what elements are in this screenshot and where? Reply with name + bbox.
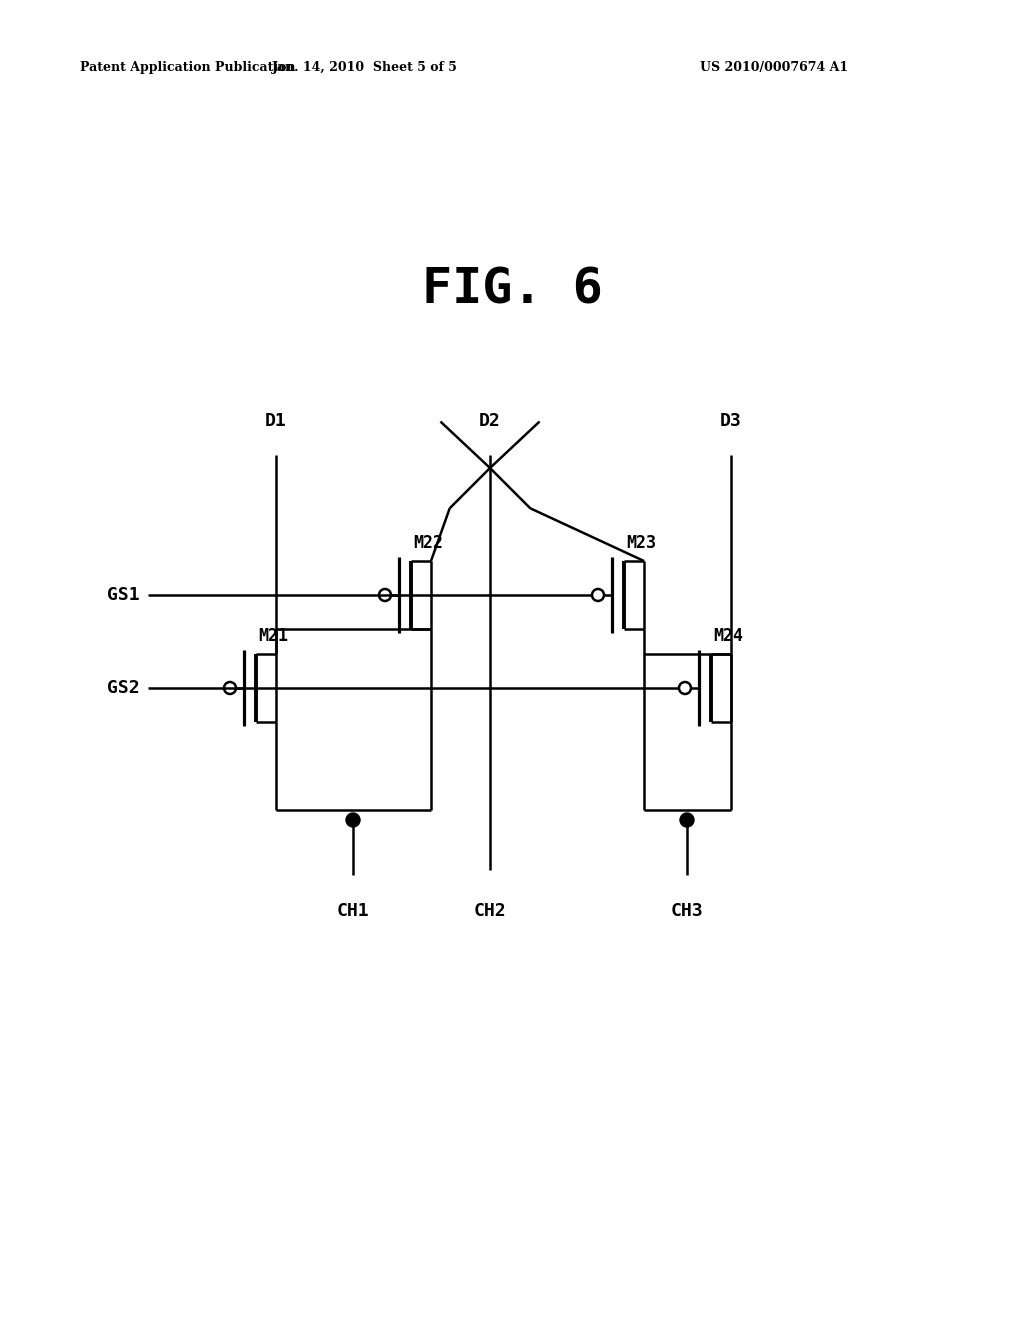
Text: D1: D1 bbox=[265, 412, 287, 430]
Text: Jan. 14, 2010  Sheet 5 of 5: Jan. 14, 2010 Sheet 5 of 5 bbox=[272, 62, 458, 74]
Text: US 2010/0007674 A1: US 2010/0007674 A1 bbox=[700, 62, 848, 74]
Text: CH1: CH1 bbox=[337, 902, 370, 920]
Text: D2: D2 bbox=[479, 412, 501, 430]
Text: M21: M21 bbox=[258, 627, 288, 645]
Text: GS1: GS1 bbox=[108, 586, 140, 605]
Text: M22: M22 bbox=[413, 535, 443, 552]
Text: M24: M24 bbox=[713, 627, 743, 645]
Text: D3: D3 bbox=[720, 412, 741, 430]
Text: GS2: GS2 bbox=[108, 678, 140, 697]
Text: FIG. 6: FIG. 6 bbox=[422, 267, 602, 314]
Text: Patent Application Publication: Patent Application Publication bbox=[80, 62, 296, 74]
Circle shape bbox=[680, 813, 694, 828]
Circle shape bbox=[346, 813, 360, 828]
Text: M23: M23 bbox=[626, 535, 656, 552]
Text: CH2: CH2 bbox=[474, 902, 506, 920]
Text: CH3: CH3 bbox=[671, 902, 703, 920]
